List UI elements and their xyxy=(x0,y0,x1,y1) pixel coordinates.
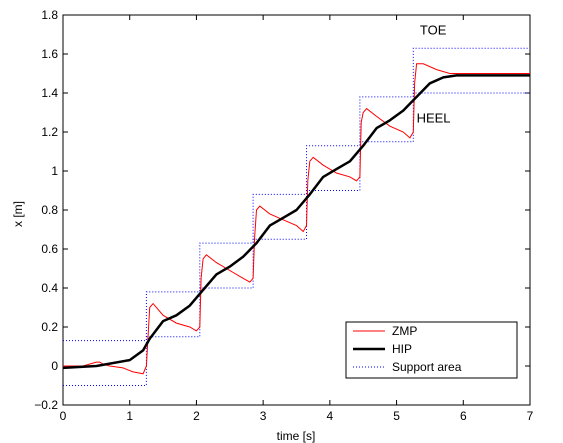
x-tick-label: 5 xyxy=(393,409,400,423)
series-hip-line xyxy=(62,74,530,370)
x-tick-label: 1 xyxy=(126,409,133,423)
ylabel: x [m] xyxy=(11,201,25,227)
x-tick-label: 0 xyxy=(60,409,67,423)
axis-ticks: 0 1 2 3 4 5 6 7−0.200.20.40.60.811.21.41.61.8 xyxy=(34,8,533,423)
y-tick-label: 0.2 xyxy=(41,320,58,334)
x-tick-label: 3 xyxy=(260,409,267,423)
x-tick-label: 4 xyxy=(327,409,334,423)
y-tick-label: 1.6 xyxy=(41,47,58,61)
legend-label-hip: HIP xyxy=(392,342,412,356)
y-tick-label: 1 xyxy=(51,164,58,178)
y-tick-label: 0 xyxy=(51,359,58,373)
y-tick-label: 0.8 xyxy=(41,203,58,217)
x-tick-label: 6 xyxy=(460,409,467,423)
series-support-area-upper xyxy=(63,47,530,342)
y-tick-label: 1.2 xyxy=(41,125,58,139)
x-tick-label: 2 xyxy=(193,409,200,423)
legend: ZMP HIP Support area xyxy=(345,321,518,379)
y-tick-label: 1.4 xyxy=(41,86,58,100)
x-tick-label: 7 xyxy=(527,409,534,423)
annotation-heel: HEEL xyxy=(417,110,451,125)
y-tick-label: −0.2 xyxy=(34,398,58,412)
series-layer xyxy=(62,47,530,386)
annotation-toe: TOE xyxy=(420,23,447,38)
series-zmp-line xyxy=(63,63,530,375)
legend-label-support: Support area xyxy=(392,360,462,374)
y-tick-label: 0.4 xyxy=(41,281,58,295)
legend-label-zmp: ZMP xyxy=(392,324,417,338)
xlabel: time [s] xyxy=(277,429,316,443)
y-tick-label: 0.6 xyxy=(41,242,58,256)
series-support-area-lower xyxy=(63,92,530,386)
y-tick-label: 1.8 xyxy=(41,8,58,22)
